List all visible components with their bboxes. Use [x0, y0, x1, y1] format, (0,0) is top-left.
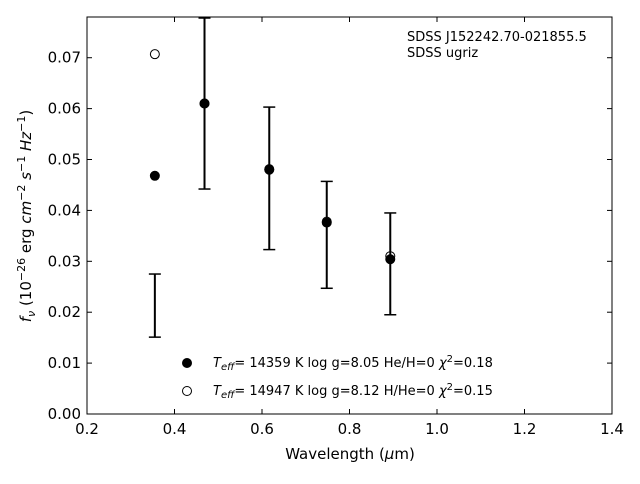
model-point-open: [199, 98, 210, 109]
y-axis-label: fν (10−26 erg cm−2 s−1 Hz−1): [15, 110, 38, 323]
legend-entry-2: Teff= 14947 K log g=8.12 H/He=0 χ2=0.15: [213, 382, 493, 401]
y-tick-label: 0.06: [48, 100, 81, 118]
error-bars: [148, 17, 397, 338]
model-point-open: [321, 216, 332, 227]
data-points: [149, 49, 396, 265]
y-tick-label: 0.04: [48, 201, 81, 219]
y-tick-label: 0.02: [48, 303, 81, 321]
object-name-annotation: SDSS J152242.70-021855.5: [407, 30, 587, 45]
legend-marker-open: [182, 386, 192, 396]
model-point-open: [385, 251, 396, 262]
legend-entry-1: Teff= 14359 K log g=8.05 He/H=0 χ2=0.18: [213, 354, 493, 373]
y-tick-label: 0.00: [48, 405, 81, 423]
x-tick-label: 0.4: [163, 420, 187, 438]
model-point-open: [264, 164, 275, 175]
y-tick-label: 0.07: [48, 49, 81, 67]
x-tick-label: 1.4: [600, 420, 624, 438]
y-tick-label: 0.05: [48, 151, 81, 169]
bands-annotation: SDSS ugriz: [407, 46, 478, 61]
model-point-open: [149, 49, 160, 60]
x-tick-label: 1.0: [425, 420, 449, 438]
x-tick-label: 0.8: [338, 420, 362, 438]
y-tick-label: 0.03: [48, 252, 81, 270]
model-point-filled: [385, 254, 396, 265]
legend-marker-filled: [182, 358, 192, 368]
x-tick-label: 0.2: [75, 420, 99, 438]
axis-ticks: 0.2 0.4 0.6 0.8 1.0 1.2 1.4 0.00 0.01 0.02 0.03 0.0…: [48, 17, 624, 438]
model-point-filled: [149, 170, 160, 181]
legend: Teff= 14359 K log g=8.05 He/H=0 χ2=0.18 …: [182, 354, 493, 401]
y-tick-label: 0.01: [48, 354, 81, 372]
x-tick-label: 1.2: [513, 420, 537, 438]
x-tick-label: 0.6: [250, 420, 274, 438]
plot-frame: [86, 16, 613, 415]
x-axis-label: Wavelength (μm): [285, 445, 415, 463]
